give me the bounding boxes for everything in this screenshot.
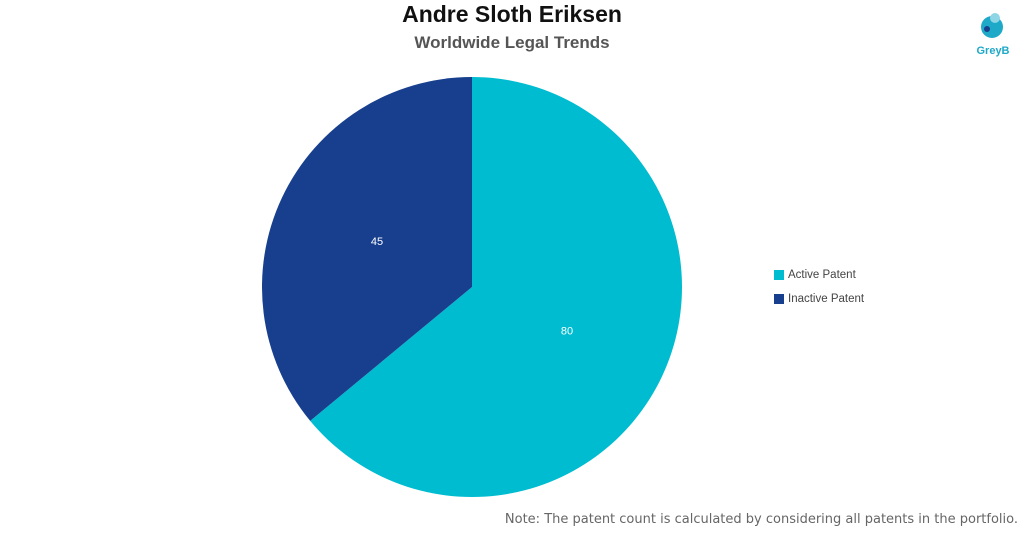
pie-slice-inactive-patent[interactable] xyxy=(261,77,472,421)
legend-item-inactive[interactable]: Inactive Patent xyxy=(774,291,864,307)
legend-label-inactive: Inactive Patent xyxy=(788,293,865,305)
chart-legend: Active Patent Inactive Patent xyxy=(774,267,864,315)
greyb-logo-icon xyxy=(981,13,1003,38)
chart-subtitle: Worldwide Legal Trends xyxy=(414,33,610,52)
pie-slice-active-patent[interactable] xyxy=(310,77,682,497)
footnote: Note: The patent count is calculated by … xyxy=(504,512,1018,527)
legend-swatch-inactive xyxy=(774,294,784,304)
logo-text: GreyB xyxy=(976,45,1010,57)
legend-label-active: Active Patent xyxy=(788,269,856,281)
slice-value-label-inactive-patent: 45 xyxy=(371,236,383,248)
slice-value-label-active-patent: 80 xyxy=(561,326,573,338)
legend-item-active[interactable]: Active Patent xyxy=(774,267,864,283)
legend-swatch-active xyxy=(774,270,784,280)
chart-title: Andre Sloth Eriksen xyxy=(402,1,622,27)
greyb-logo: GreyB xyxy=(968,10,1018,64)
